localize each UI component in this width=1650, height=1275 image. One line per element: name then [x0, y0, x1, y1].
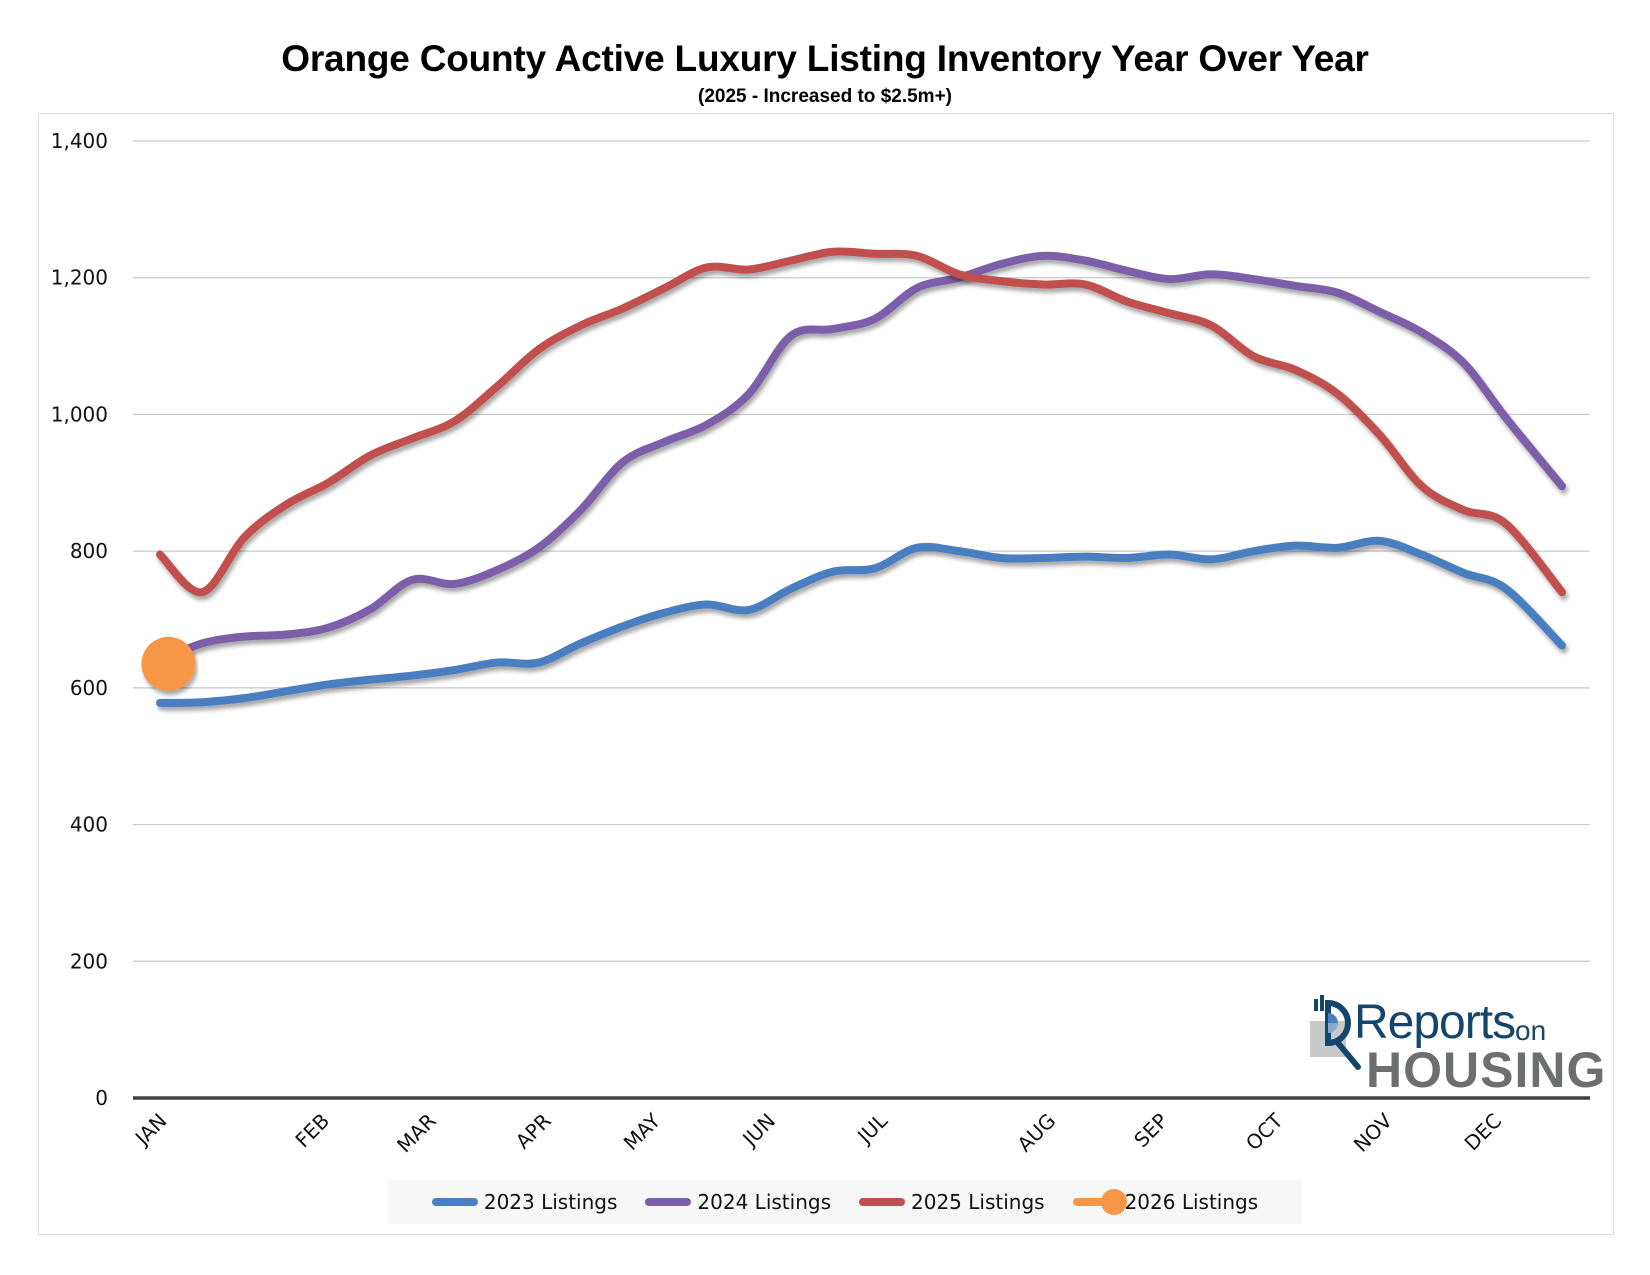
legend-label: 2026 Listings: [1124, 1190, 1259, 1214]
magnifier-chart-icon: [1310, 995, 1361, 1070]
series-line-2024-listings: [156, 251, 1566, 665]
y-tick-label: 1,000: [51, 402, 108, 426]
legend-label: 2023 Listings: [483, 1190, 618, 1214]
y-tick-label: 400: [70, 813, 108, 837]
legend-swatch: [645, 1198, 692, 1206]
legend-swatch: [431, 1198, 478, 1206]
legend-item: 2025 Listings: [859, 1190, 1045, 1214]
legend-label: 2025 Listings: [911, 1190, 1045, 1214]
series-line-2023-listings: [156, 536, 1566, 707]
y-tick-label: 600: [70, 676, 108, 700]
logo-text-housing: HOUSING: [1366, 1042, 1607, 1098]
legend-item: 2026 Listings: [1072, 1189, 1259, 1215]
x-tick-label: FEB: [290, 1109, 334, 1153]
y-tick-label: 200: [70, 949, 108, 973]
x-tick-label: JUL: [851, 1108, 892, 1149]
series-line-2025-listings: [156, 247, 1566, 597]
legend-item: 2023 Listings: [431, 1190, 618, 1214]
legend-label: 2024 Listings: [697, 1190, 831, 1214]
reports-on-housing-logo: Reports on HOUSING: [1308, 995, 1605, 1098]
chart-subtitle: (2025 - Increased to $2.5m+): [698, 86, 952, 107]
chart-title: Orange County Active Luxury Listing Inve…: [281, 38, 1369, 79]
chart-frame: [38, 113, 1614, 1235]
legend-item: 2024 Listings: [645, 1190, 831, 1214]
y-tick-label: 800: [70, 539, 108, 563]
logo-text-on: on: [1515, 1015, 1547, 1046]
x-axis-ticks: JAN FEB MAR APR MAY JUN JUL AUG SEP OCT NOV DEC: [129, 1108, 1506, 1157]
gridlines: [133, 140, 1590, 1100]
logo-text-reports: Reports: [1354, 996, 1516, 1049]
x-tick-label: SEP: [1129, 1109, 1172, 1152]
y-tick-label: 0: [95, 1086, 108, 1110]
x-tick-label: JAN: [129, 1109, 172, 1152]
x-tick-label: DEC: [1460, 1109, 1507, 1156]
x-tick-label: NOV: [1349, 1108, 1397, 1156]
x-tick-label: AUG: [1012, 1109, 1060, 1157]
legend-swatch: [859, 1198, 905, 1206]
legend-swatch: [1072, 1189, 1127, 1215]
x-tick-label: MAR: [392, 1108, 441, 1157]
x-tick-label: JUN: [737, 1109, 780, 1152]
series-lines: [141, 247, 1566, 707]
x-tick-label: APR: [511, 1108, 556, 1153]
y-tick-label: 1,400: [51, 129, 108, 153]
chart-legend: 2023 Listings 2024 Listings 2025 Listings 2…: [388, 1180, 1302, 1224]
legend-marker-dot: [1100, 1189, 1127, 1215]
x-tick-label: MAY: [619, 1108, 666, 1155]
y-axis-ticks: 0 200 400 600 800 1,000 1,200 1,400: [51, 129, 108, 1110]
x-tick-label: OCT: [1241, 1108, 1288, 1155]
y-tick-label: 1,200: [51, 266, 108, 290]
data-point-2026-listings: [141, 636, 196, 691]
